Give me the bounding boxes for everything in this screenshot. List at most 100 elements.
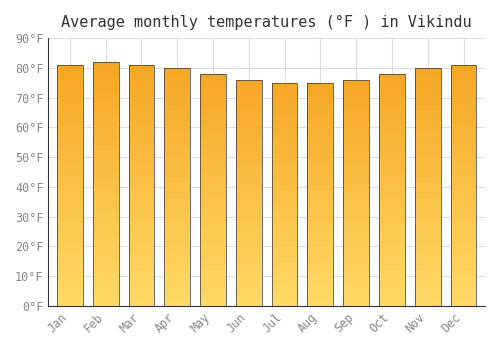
Bar <box>236 173 262 175</box>
Bar <box>92 113 118 116</box>
Bar <box>415 232 440 234</box>
Bar <box>450 82 476 84</box>
Bar <box>92 98 118 101</box>
Bar <box>308 112 334 114</box>
Bar <box>200 160 226 162</box>
Bar <box>57 279 82 282</box>
Bar <box>164 108 190 111</box>
Bar <box>92 176 118 179</box>
Bar <box>450 127 476 130</box>
Bar <box>308 141 334 143</box>
Bar <box>308 186 334 188</box>
Bar <box>308 281 334 284</box>
Bar <box>272 132 297 134</box>
Bar <box>308 192 334 194</box>
Bar <box>128 224 154 226</box>
Bar <box>164 134 190 137</box>
Bar <box>164 146 190 149</box>
Bar <box>415 92 440 94</box>
Bar <box>308 161 334 163</box>
Bar <box>379 278 405 280</box>
Bar <box>344 267 369 270</box>
Bar <box>128 86 154 89</box>
Bar <box>164 80 190 82</box>
Bar <box>236 168 262 170</box>
Bar <box>57 186 82 188</box>
Bar <box>236 283 262 286</box>
Bar <box>92 206 118 208</box>
Bar <box>164 241 190 244</box>
Bar <box>308 165 334 168</box>
Bar <box>57 84 82 86</box>
Bar <box>236 197 262 199</box>
Bar <box>379 97 405 99</box>
Bar <box>200 266 226 269</box>
Bar <box>379 176 405 178</box>
Bar <box>379 236 405 239</box>
Bar <box>92 186 118 189</box>
Bar <box>236 202 262 204</box>
Bar <box>379 301 405 303</box>
Bar <box>200 171 226 174</box>
Bar <box>200 195 226 197</box>
Bar <box>92 79 118 82</box>
Bar <box>344 139 369 141</box>
Bar <box>344 274 369 276</box>
Bar <box>415 251 440 253</box>
Bar <box>308 136 334 139</box>
Bar <box>128 154 154 156</box>
Bar <box>57 72 82 75</box>
Bar <box>164 237 190 239</box>
Bar <box>236 229 262 231</box>
Bar <box>272 186 297 188</box>
Bar <box>308 212 334 214</box>
Bar <box>164 144 190 146</box>
Bar <box>415 263 440 265</box>
Bar <box>200 250 226 252</box>
Bar <box>415 96 440 99</box>
Bar <box>450 176 476 178</box>
Bar <box>164 161 190 163</box>
Bar <box>344 288 369 290</box>
Bar <box>379 197 405 199</box>
Bar <box>379 243 405 245</box>
Bar <box>236 190 262 193</box>
Bar <box>164 296 190 299</box>
Bar <box>272 250 297 252</box>
Bar <box>272 150 297 152</box>
Bar <box>308 190 334 192</box>
Bar <box>92 181 118 184</box>
Bar <box>164 244 190 246</box>
Bar <box>344 179 369 182</box>
Bar <box>344 93 369 96</box>
Bar <box>450 142 476 145</box>
Bar <box>236 231 262 233</box>
Bar <box>272 268 297 270</box>
Bar <box>92 106 118 108</box>
Bar <box>415 194 440 196</box>
Bar <box>308 132 334 134</box>
Bar <box>200 259 226 262</box>
Bar <box>128 190 154 192</box>
Bar <box>128 202 154 205</box>
Bar <box>128 258 154 260</box>
Bar <box>128 287 154 289</box>
Bar <box>200 213 226 215</box>
Bar <box>164 87 190 89</box>
Bar <box>344 286 369 288</box>
Bar <box>272 212 297 214</box>
Bar <box>272 83 297 306</box>
Bar <box>92 299 118 301</box>
Bar <box>344 297 369 299</box>
Bar <box>164 68 190 70</box>
Bar <box>344 270 369 272</box>
Bar <box>128 156 154 159</box>
Bar <box>200 206 226 208</box>
Bar <box>92 69 118 72</box>
Bar <box>128 209 154 212</box>
Bar <box>200 164 226 167</box>
Bar <box>450 284 476 287</box>
Bar <box>308 114 334 116</box>
Bar <box>128 214 154 217</box>
Bar <box>128 212 154 214</box>
